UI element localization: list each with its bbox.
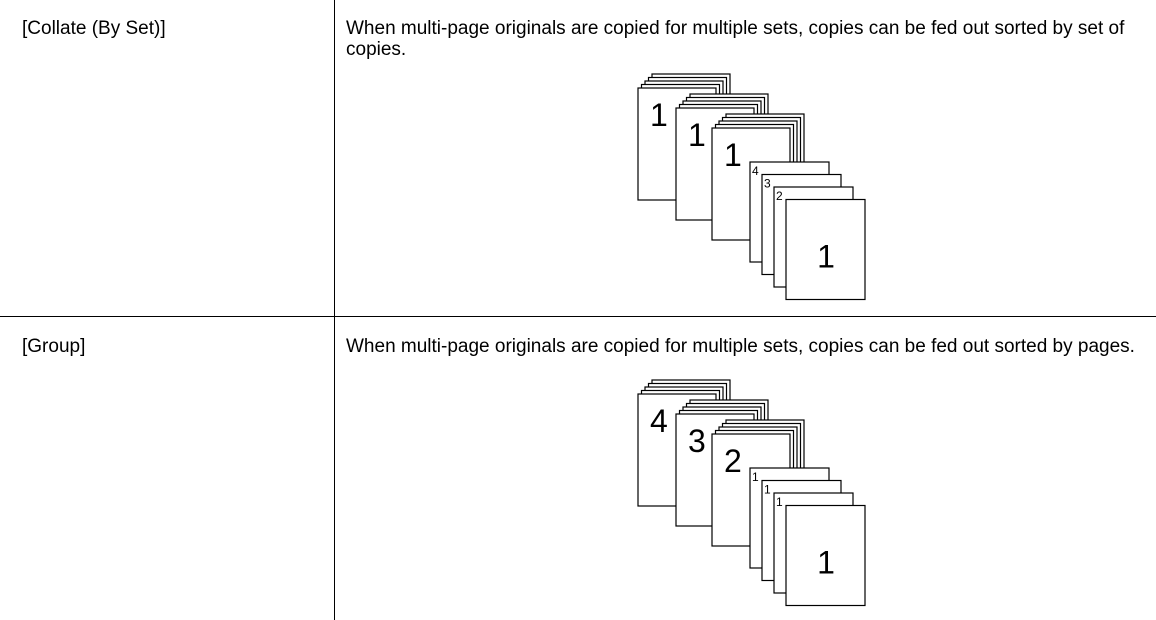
sheet-page-number: 4 [752, 164, 759, 178]
table-row: [Collate (By Set)] When multi-page origi… [22, 18, 1125, 60]
row-label: [Collate (By Set)] [22, 18, 166, 39]
paper-sheet [785, 504, 866, 607]
table-row: [Group] When multi-page originals are co… [0, 306, 1156, 620]
sheet-page-number: 1 [817, 239, 835, 275]
row-description: When multi-page originals are copied for… [346, 336, 1135, 357]
sheet-page-number: 3 [764, 177, 771, 191]
sheet-page-number: 1 [776, 495, 783, 509]
column-divider [334, 0, 335, 620]
stack-page-number: 1 [724, 137, 742, 173]
row-description: When multi-page originals are copied for… [346, 18, 1125, 60]
sheet-page-number: 1 [817, 545, 835, 581]
row-label: [Group] [22, 336, 86, 357]
sheet-page-number: 1 [752, 470, 759, 484]
stack-page-number: 2 [724, 443, 742, 479]
stack-page-number: 3 [688, 423, 706, 459]
paper-sheet [785, 198, 866, 301]
sheet-page-number: 1 [764, 483, 771, 497]
stack-page-number: 1 [688, 117, 706, 153]
stack-page-number: 1 [650, 97, 668, 133]
stack-page-number: 4 [650, 403, 668, 439]
row-divider [0, 316, 1156, 317]
sheet-page-number: 2 [776, 189, 783, 203]
